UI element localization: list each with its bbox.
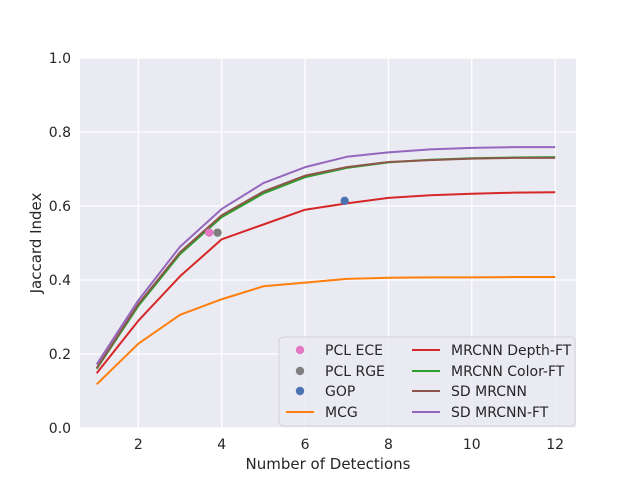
- point-gop: [340, 196, 349, 206]
- point-pcl-rge: [213, 228, 222, 237]
- legend-label: GOP: [325, 384, 355, 400]
- x-tick-label: 8: [384, 437, 393, 453]
- legend-marker: [295, 345, 305, 355]
- x-tick-label: 10: [463, 437, 481, 453]
- x-tick-label: 2: [134, 437, 143, 453]
- legend-marker: [295, 386, 305, 396]
- y-tick-label: 0.6: [49, 199, 71, 215]
- y-tick-label: 0.2: [49, 347, 71, 363]
- legend: PCL ECE PCL RGE GOP MCG MRCNN Depth-FT MRCNN …: [278, 336, 576, 427]
- x-tick-label: 6: [301, 437, 310, 453]
- y-tick-label: 1.0: [49, 51, 71, 67]
- scatter-points: [205, 196, 349, 237]
- legend-label: PCL RGE: [325, 364, 385, 380]
- y-tick-label: 0.4: [49, 273, 71, 289]
- legend-marker: [295, 366, 305, 376]
- y-tick-label: 0.8: [49, 125, 71, 141]
- legend-label: SD MRCNN: [451, 384, 527, 400]
- x-axis-label: Number of Detections: [246, 455, 411, 473]
- x-tick-label: 12: [546, 437, 564, 453]
- legend-box: [278, 336, 576, 427]
- legend-label: SD MRCNN-FT: [451, 405, 549, 421]
- series-line-mcg: [95, 276, 556, 386]
- x-tick-label: 4: [217, 437, 226, 453]
- series-lines: [95, 146, 556, 386]
- legend-label: MRCNN Depth-FT: [451, 343, 572, 359]
- legend-label: MCG: [325, 405, 358, 421]
- series-line-sd-mrcnn: [95, 156, 556, 369]
- point-pcl-ece: [205, 228, 214, 237]
- legend-label: PCL ECE: [325, 343, 383, 359]
- y-axis-label: Jaccard Index: [27, 192, 45, 294]
- legend-label: MRCNN Color-FT: [451, 364, 565, 380]
- series-line-sd-mrcnn-ft: [95, 146, 556, 365]
- series-line-mrcnn-depth-ft: [95, 191, 556, 374]
- y-tick-label: 0.0: [49, 421, 71, 437]
- tick-labels: 2 4 6 8 10 12 0.0 0.2 0.4 0.6 0.8 1.0: [49, 51, 564, 453]
